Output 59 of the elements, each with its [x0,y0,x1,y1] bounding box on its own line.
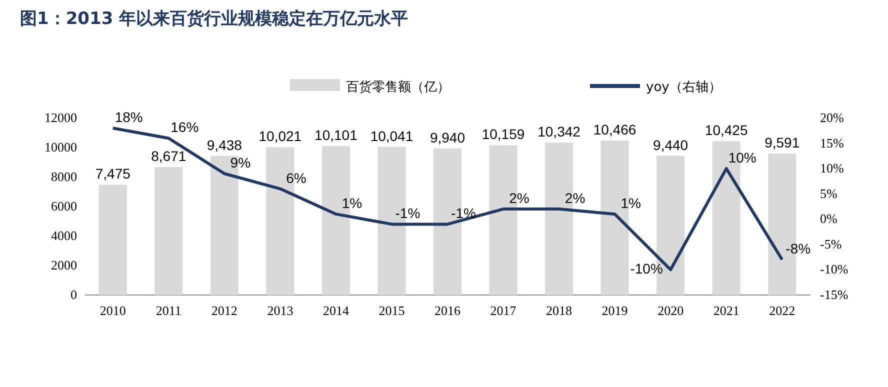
x-tick-label: 2020 [658,303,684,318]
x-tick-label: 2022 [769,303,796,318]
y-tick-label: 2000 [51,258,77,272]
data-label: 8,671 [151,148,186,164]
x-tick-label: 2013 [267,303,294,318]
data-label: 10,041 [370,128,414,144]
data-label: 2% [564,190,586,206]
y2-tick-label: 5% [820,186,838,201]
data-label: -8% [786,240,811,257]
chart-title: 图1：2013 年以来百货行业规模稳定在万亿元水平 [20,9,408,29]
data-label: 10,342 [538,123,581,140]
bar [98,184,127,295]
data-label: 10,021 [258,128,302,144]
y-tick-label: 6000 [51,198,77,214]
data-label: 10,101 [314,127,358,144]
y-tick-label: 4000 [51,228,77,243]
y-tick-label: 0 [70,287,77,302]
y2-tick-label: 0% [820,211,838,226]
data-label: 9,591 [764,134,800,151]
data-label: 2% [509,190,530,206]
data-label: 10,466 [593,122,636,138]
y-tick-label: 8000 [51,169,77,184]
data-label: 10,159 [482,126,525,142]
y2-tick-label: 15% [820,135,844,150]
legend-label: 百货零售额（亿） [346,80,450,95]
data-label: 1% [620,195,641,212]
data-label: 1% [342,195,362,212]
data-label: 6% [286,170,306,186]
data-label: 9,440 [653,136,688,153]
x-tick-label: 2011 [156,303,182,318]
data-label: -1% [395,205,420,222]
data-label: 9,940 [430,129,466,146]
y-tick-label: 10000 [44,140,77,154]
y2-tick-label: 10% [820,160,844,176]
x-tick-label: 2016 [434,303,461,318]
bar [154,167,183,295]
data-label: 7,475 [95,166,131,182]
y2-tick-label: -5% [820,236,842,252]
x-tick-label: 2012 [211,303,238,318]
x-tick-label: 2021 [713,303,740,318]
y2-tick-label: -15% [820,287,848,302]
data-label: 9% [230,154,251,171]
y2-tick-label: 20% [820,110,844,125]
x-tick-label: 2017 [490,303,517,318]
x-tick-label: 2019 [602,303,628,318]
data-label: -10% [630,260,663,277]
data-label: 10% [728,150,756,166]
data-label: 9,438 [206,136,242,153]
data-label: -1% [451,205,476,222]
y-tick-label: 12000 [44,110,77,125]
data-label: 18% [114,109,143,126]
x-tick-label: 2018 [546,303,572,318]
legend-label: yoy（右轴） [646,80,722,95]
x-tick-label: 2010 [100,303,126,318]
y2-tick-label: -10% [820,262,848,277]
x-tick-label: 2015 [378,303,405,318]
x-tick-label: 2014 [322,303,350,318]
data-label: 10,425 [704,122,748,138]
data-label: 16% [170,119,199,136]
